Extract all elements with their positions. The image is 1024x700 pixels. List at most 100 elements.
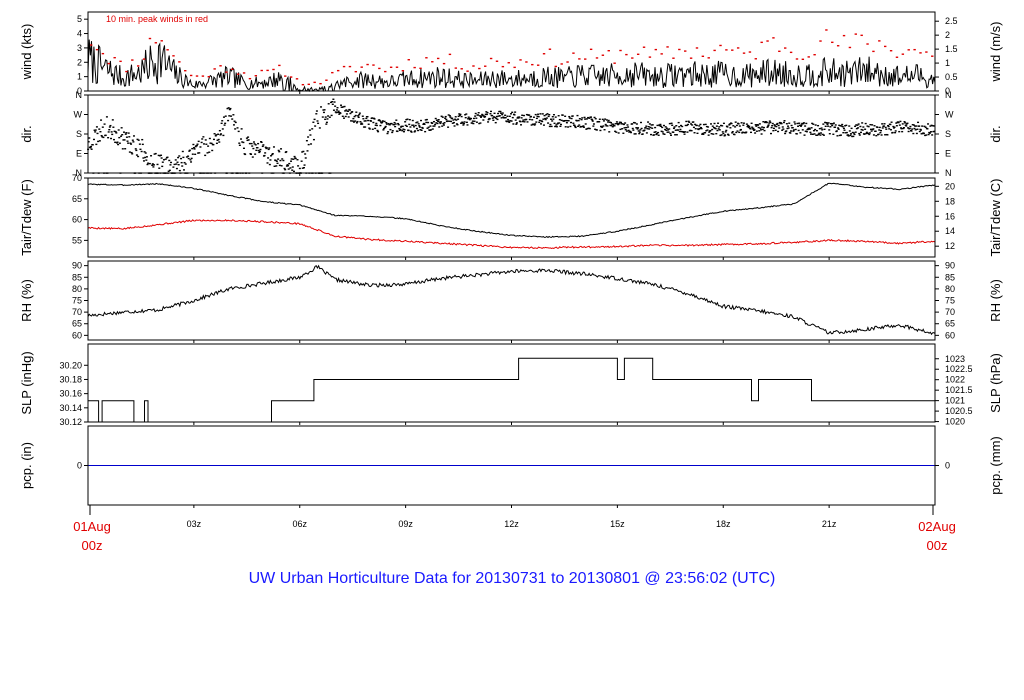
wind-ytick-right-label: 2 <box>945 30 950 40</box>
wind-direction-point <box>665 129 668 131</box>
wind-direction-point <box>352 117 355 120</box>
wind-direction-point <box>932 130 935 133</box>
wind-direction-point <box>609 124 612 127</box>
wind-direction-point <box>783 120 786 122</box>
wind-direction-point <box>417 123 420 125</box>
wind-direction-point <box>166 156 169 158</box>
wind-direction-point <box>660 125 663 127</box>
wind-direction-point <box>554 125 557 128</box>
wind-direction-point <box>792 130 795 132</box>
wind-direction-point <box>721 125 724 127</box>
pressure-ytick-label: 30.14 <box>59 403 82 413</box>
wind-direction-point <box>187 155 190 157</box>
wind-direction-point <box>801 129 804 131</box>
peak-wind-point <box>619 49 622 52</box>
wind-direction-point <box>472 122 475 125</box>
wind-direction-point <box>198 152 201 154</box>
wind-direction-point <box>815 134 818 136</box>
wind-direction-point <box>87 141 90 143</box>
wind-direction-point <box>217 133 220 135</box>
peak-wind-point <box>366 63 369 66</box>
wind-direction-point <box>403 129 406 131</box>
wind-direction-point <box>511 111 514 114</box>
wind-direction-point <box>646 128 649 130</box>
wind-direction-point <box>220 133 223 135</box>
wind-direction-point <box>517 117 520 119</box>
wind-direction-point <box>468 118 471 121</box>
peak-wind-point <box>707 57 710 59</box>
wind-direction-point <box>108 129 111 131</box>
wind-direction-point <box>638 132 641 135</box>
wind-direction-point <box>649 126 652 129</box>
peak-wind-point <box>136 65 140 67</box>
wind-direction-point <box>512 123 515 125</box>
wind-direction-point <box>666 131 669 133</box>
wind-direction-point <box>335 109 338 111</box>
wind-direction-point <box>447 114 450 116</box>
wind-direction-point <box>659 123 662 126</box>
wind-direction-point <box>871 124 874 126</box>
humidity-ytick-right-label: 85 <box>945 272 955 282</box>
wind-direction-point <box>868 133 871 136</box>
direction-ytick-label: N <box>76 90 83 100</box>
wind-direction-point <box>445 118 448 121</box>
wind-direction-point <box>100 119 103 121</box>
wind-direction-point <box>210 142 213 145</box>
wind-direction-point <box>204 154 207 157</box>
wind-direction-point <box>178 169 181 172</box>
wind-direction-point <box>148 162 151 165</box>
wind-direction-point <box>120 135 123 137</box>
wind-direction-point <box>221 120 224 122</box>
direction-ylabel-right: dir. <box>988 125 1003 142</box>
peak-wind-point <box>436 57 440 60</box>
wind-direction-point <box>761 126 764 128</box>
wind-direction-point <box>446 120 449 122</box>
wind-direction-point <box>150 155 153 157</box>
wind-direction-point <box>116 141 119 143</box>
wind-direction-point <box>410 131 413 133</box>
peak-wind-point <box>536 64 540 66</box>
wind-direction-point <box>547 122 550 124</box>
wind-direction-point <box>860 128 863 131</box>
wind-direction-point <box>538 121 541 124</box>
wind-direction-point <box>767 124 770 126</box>
wind-direction-point <box>762 126 765 129</box>
wind-direction-point <box>789 132 792 134</box>
wind-direction-point <box>844 125 847 127</box>
wind-direction-point <box>620 123 623 125</box>
wind-direction-point <box>570 117 573 120</box>
wind-direction-point <box>723 135 726 137</box>
wind-direction-point <box>452 121 455 124</box>
pressure-ytick-right-label: 1021 <box>945 396 965 406</box>
wind-direction-point <box>798 122 801 124</box>
wind-direction-point <box>844 132 847 134</box>
wind-direction-point <box>432 125 435 127</box>
wind-direction-point <box>146 163 149 166</box>
wind-direction-point <box>692 126 695 129</box>
wind-direction-point <box>285 151 288 153</box>
wind-direction-point <box>485 113 488 116</box>
wind-direction-point <box>457 115 460 118</box>
wind-direction-point <box>805 130 808 133</box>
wind-direction-point <box>591 119 594 121</box>
wind-direction-point <box>689 129 692 132</box>
wind-direction-point <box>621 123 624 125</box>
wind-direction-point <box>200 141 203 144</box>
wind-direction-point <box>269 159 272 161</box>
wind-direction-point <box>378 120 381 122</box>
wind-direction-point <box>482 115 485 117</box>
wind-direction-point <box>677 121 680 124</box>
wind-direction-point <box>557 115 560 117</box>
wind-direction-point <box>838 134 841 137</box>
relative-humidity-line <box>87 264 936 336</box>
wind-direction-point <box>161 165 164 168</box>
wind-direction-point <box>654 126 657 129</box>
wind-direction-point <box>409 126 412 128</box>
wind-direction-point <box>837 127 840 129</box>
wind-direction-point <box>443 122 446 124</box>
wind-direction-point <box>664 126 667 128</box>
wind-direction-point <box>412 124 415 126</box>
wind-direction-point <box>354 120 357 122</box>
wind-direction-point <box>117 143 120 146</box>
